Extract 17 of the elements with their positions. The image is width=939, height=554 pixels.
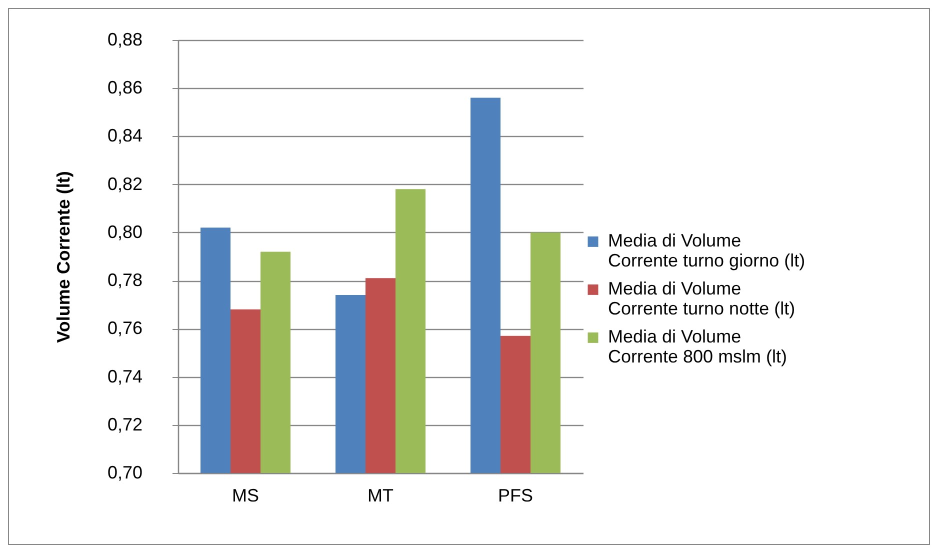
y-axis-title: Volume Corrente (lt) (53, 171, 74, 343)
legend-label: Media di Volume Corrente turno notte (lt) (608, 278, 796, 319)
legend-label: Media di Volume Corrente turno giorno (lt) (608, 230, 806, 271)
y-tick-label: 0,78 (107, 270, 142, 290)
x-tick-label: MT (368, 486, 394, 506)
legend-label: Media di Volume Corrente 800 mslm (lt) (608, 326, 788, 367)
y-tick-label: 0,86 (107, 78, 142, 98)
y-tick-label: 0,70 (107, 462, 142, 482)
y-tick-label: 0,82 (107, 174, 142, 194)
x-tick-label: MS (232, 486, 259, 506)
y-tick-label: 0,88 (107, 30, 142, 50)
x-tick-label: PFS (498, 486, 534, 506)
y-tick-label: 0,72 (107, 414, 142, 434)
y-tick-label: 0,74 (107, 366, 142, 386)
y-tick-label: 0,76 (107, 318, 142, 338)
y-tick-label: 0,80 (107, 222, 142, 242)
y-tick-label: 0,84 (107, 126, 142, 146)
